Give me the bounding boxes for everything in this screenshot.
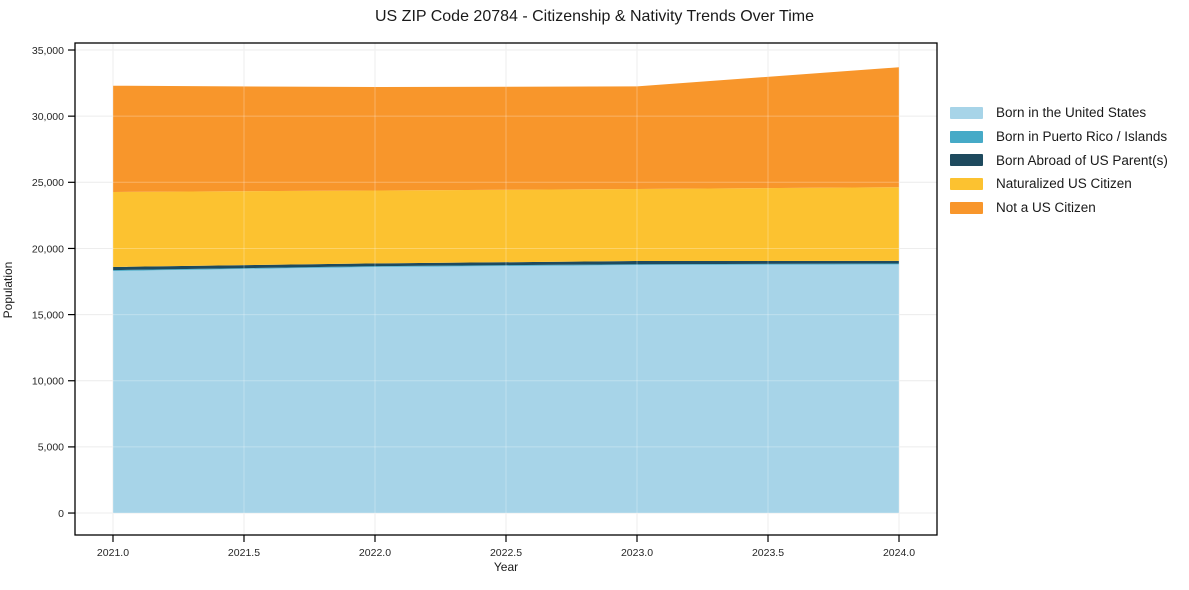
y-tick-label: 15,000 [32, 309, 64, 321]
x-tick-label: 2021.0 [97, 547, 129, 559]
y-tick-label: 10,000 [32, 376, 64, 388]
y-tick-label: 5,000 [38, 442, 64, 454]
y-axis-label: Population [1, 261, 15, 319]
chart-title: US ZIP Code 20784 - Citizenship & Nativi… [375, 8, 814, 25]
legend-label: Born Abroad of US Parent(s) [996, 152, 1168, 168]
y-tick-label: 30,000 [32, 111, 64, 123]
x-tick-label: 2024.0 [883, 547, 915, 559]
legend-item: Born in Puerto Rico / Islands [950, 125, 1168, 149]
x-tick-label: 2023.5 [752, 547, 784, 559]
area-series-born-abroad-of-us-parent-s [112, 260, 900, 271]
y-tick-label: 20,000 [32, 243, 64, 255]
legend-item: Naturalized US Citizen [950, 172, 1168, 196]
legend-label: Naturalized US Citizen [996, 176, 1132, 192]
y-tick-label: 25,000 [32, 177, 64, 189]
x-axis-label: Year [493, 560, 519, 574]
area-series-not-a-us-citizen [112, 67, 900, 192]
legend-label: Born in Puerto Rico / Islands [996, 129, 1168, 145]
legend-label: Born in the United States [996, 105, 1147, 121]
legend-item: Not a US Citizen [950, 196, 1168, 220]
legend: Born in the United States Born in Puerto … [950, 101, 1168, 219]
legend-swatch [950, 201, 983, 214]
x-tick-label: 2022.0 [359, 547, 391, 559]
legend-label: Not a US Citizen [996, 200, 1096, 216]
x-tick-label: 2021.5 [228, 547, 260, 559]
legend-swatch [950, 154, 983, 167]
area-series-born-in-puerto-rico-islands [112, 263, 900, 271]
legend-item: Born Abroad of US Parent(s) [950, 148, 1168, 172]
y-tick-label: 35,000 [32, 45, 64, 57]
legend-item: Born in the United States [950, 101, 1168, 125]
y-tick-label: 0 [58, 508, 64, 520]
area-series-naturalized-us-citizen [112, 187, 900, 267]
x-tick-label: 2023.0 [621, 547, 653, 559]
legend-swatch [950, 106, 983, 119]
legend-swatch [950, 130, 983, 143]
legend-swatch [950, 177, 983, 190]
x-tick-label: 2022.5 [490, 547, 522, 559]
area-series-born-in-the-united-states [112, 264, 900, 514]
